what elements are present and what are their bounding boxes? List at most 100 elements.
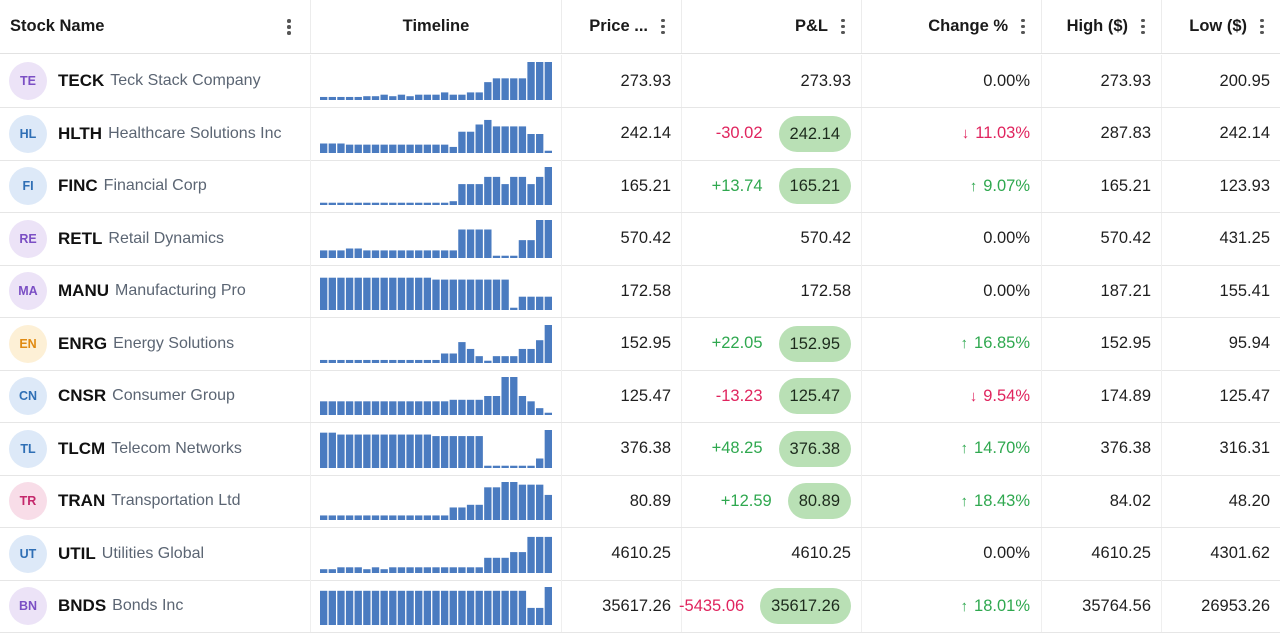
arrow-down-icon: ↓ [969, 387, 978, 405]
price-value: 125.47 [620, 386, 671, 405]
sparkline-bar [440, 353, 449, 363]
sparkline-bar [510, 551, 518, 573]
sparkline-bar [380, 568, 388, 573]
avatar: TR [9, 482, 47, 520]
sparkline-bar [397, 94, 406, 100]
sparkline-bar [432, 515, 440, 520]
sparkline-chart [320, 587, 552, 625]
sparkline-bar [406, 277, 414, 310]
pl-value: 80.89 [787, 483, 851, 519]
sparkline-bar [345, 590, 354, 625]
sparkline-bar [363, 249, 371, 258]
sparkline-bar [337, 277, 345, 310]
column-header-low[interactable]: Low ($) [1162, 0, 1280, 53]
price-cell: 376.38 [562, 422, 682, 475]
table-row[interactable]: HL HLTH Healthcare Solutions Inc 242.14 -30.… [0, 107, 1280, 161]
column-header-stock-name[interactable]: Stock Name [0, 0, 311, 53]
sparkline-bar [475, 279, 483, 310]
sparkline-bar [363, 144, 371, 153]
column-menu-icon[interactable] [284, 18, 294, 36]
sparkline-chart [320, 324, 552, 363]
table-row[interactable]: BN BNDS Bonds Inc 35617.26 -5435.06 35617.26 ↑… [0, 580, 1280, 633]
table-row[interactable]: MA MANU Manufacturing Pro 172.58 172.58 0.00%… [0, 265, 1280, 318]
sparkline-bar [328, 249, 336, 258]
sparkline-bar [449, 94, 457, 100]
table-row[interactable]: TE TECK Teck Stack Company 273.93 273.93 0.00… [0, 55, 1280, 108]
sparkline-bar [389, 202, 397, 205]
table-row[interactable]: RE RETL Retail Dynamics 570.42 570.42 0.00% 57… [0, 212, 1280, 266]
sparkline-bar [397, 202, 406, 205]
sparkline-bar [536, 458, 544, 468]
sparkline-bar [492, 590, 501, 625]
sparkline-bar [492, 279, 501, 310]
price-value: 4610.25 [611, 544, 671, 562]
sparkline-bar [371, 277, 380, 310]
column-menu-icon[interactable] [658, 18, 668, 36]
column-menu-icon[interactable] [1018, 18, 1028, 36]
table-row[interactable]: TR TRAN Transportation Ltd 80.89 +12.59 80.89… [0, 475, 1280, 528]
column-menu-icon[interactable] [838, 18, 848, 36]
sparkline-bar [440, 566, 449, 573]
sparkline-bar [501, 482, 509, 520]
low-value: 95.94 [1228, 334, 1270, 352]
sparkline-bar [415, 94, 423, 100]
sparkline-bar [440, 202, 449, 205]
sparkline-bar [536, 133, 544, 153]
price-cell: 4610.25 [562, 527, 682, 580]
sparkline-bar [484, 590, 492, 625]
column-menu-icon[interactable] [1138, 18, 1148, 36]
pl-cell: 570.42 [682, 212, 862, 265]
sparkline-bar [397, 249, 406, 258]
sparkline-bar [527, 401, 535, 415]
sparkline-bar [328, 277, 336, 310]
low-cell: 155.41 [1162, 265, 1280, 317]
sparkline-bar [440, 590, 449, 625]
sparkline-bar [458, 566, 466, 573]
sparkline-bar [440, 92, 449, 100]
sparkline-bar [397, 401, 406, 415]
avatar: MA [9, 272, 47, 310]
column-header-price[interactable]: Price ... [562, 0, 682, 53]
stock-name-cell: BN BNDS Bonds Inc [0, 580, 311, 632]
column-header-pl[interactable]: P&L [682, 0, 862, 53]
pl-delta: -13.23 [715, 386, 763, 405]
timeline-cell [311, 55, 562, 107]
low-cell: 200.95 [1162, 55, 1280, 107]
sparkline-bar [406, 566, 414, 573]
sparkline-bar [536, 536, 544, 573]
sparkline-bar [518, 78, 527, 100]
arrow-up-icon: ↑ [969, 177, 978, 195]
sparkline-bar [337, 566, 345, 573]
table-row[interactable]: EN ENRG Energy Solutions 152.95 +22.05 152.95… [0, 317, 1280, 371]
sparkline-bar [371, 249, 380, 258]
table-row[interactable]: UT UTIL Utilities Global 4610.25 4610.25 0.00… [0, 527, 1280, 581]
sparkline-bar [449, 507, 457, 520]
sparkline-bar [406, 249, 414, 258]
sparkline-bar [371, 144, 380, 153]
column-menu-icon[interactable] [1257, 18, 1267, 36]
sparkline-bar [475, 229, 483, 258]
sparkline-bar [354, 277, 362, 310]
table-row[interactable]: FI FINC Financial Corp 165.21 +13.74 165.21 ↑ 9… [0, 160, 1280, 213]
column-header-change[interactable]: Change % [862, 0, 1042, 53]
sparkline-bar [458, 399, 466, 415]
sparkline-bar [527, 184, 535, 205]
sparkline-bar [415, 515, 423, 520]
pl-value: 273.93 [800, 71, 851, 90]
column-header-high[interactable]: High ($) [1042, 0, 1162, 53]
sparkline-bar [536, 408, 544, 415]
company-name: Energy Solutions [113, 334, 235, 352]
sparkline-bar [510, 78, 518, 100]
sparkline-bar [415, 401, 423, 415]
column-header-timeline[interactable]: Timeline [311, 0, 562, 53]
high-cell: 84.02 [1042, 475, 1162, 527]
table-row[interactable]: TL TLCM Telecom Networks 376.38 +48.25 376.38… [0, 422, 1280, 476]
price-value: 35617.26 [602, 596, 671, 615]
sparkline-bar [337, 590, 345, 625]
table-row[interactable]: CN CNSR Consumer Group 125.47 -13.23 125.47 ↓ 9… [0, 370, 1280, 423]
sparkline-bar [527, 465, 535, 468]
price-value: 376.38 [620, 439, 671, 457]
price-value: 80.89 [629, 491, 671, 510]
sparkline-bar [527, 133, 535, 153]
